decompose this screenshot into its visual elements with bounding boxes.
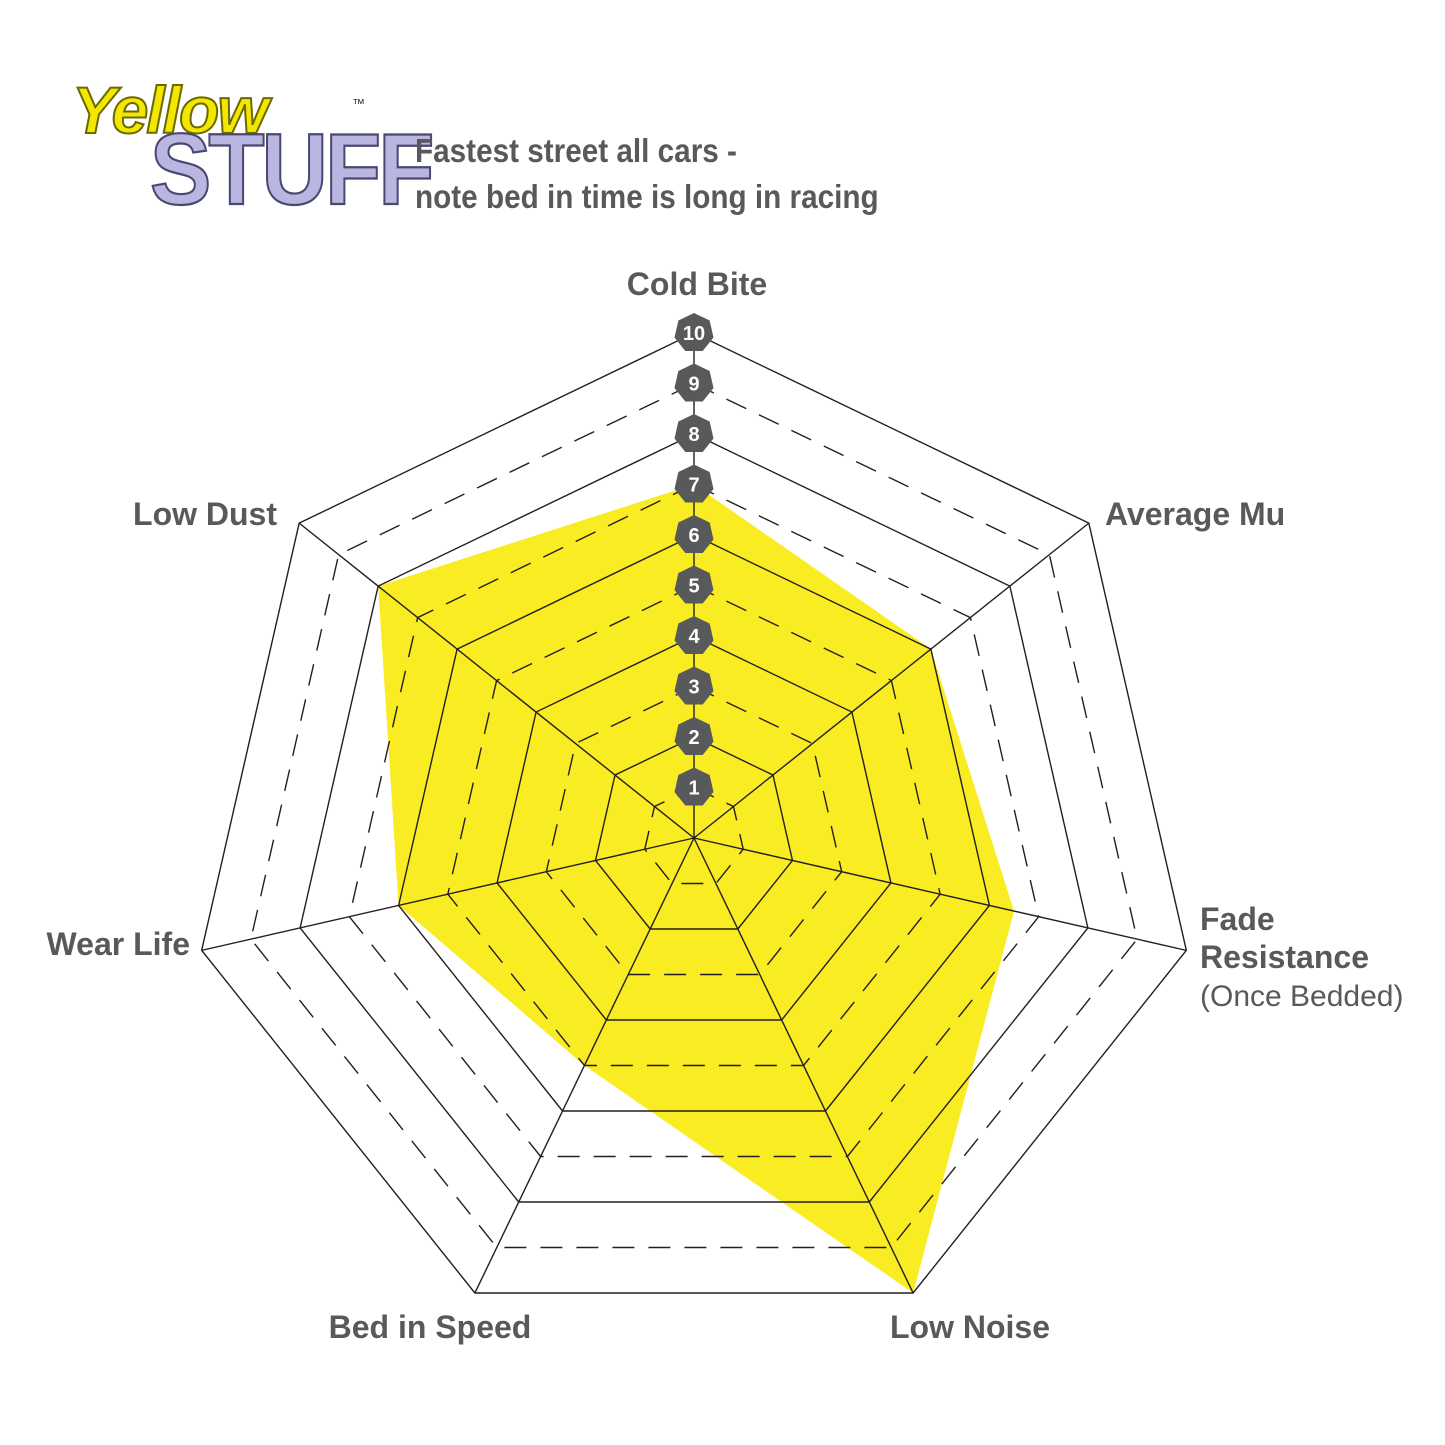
scale-tick-label: 4 <box>688 626 700 648</box>
grid-ring-10 <box>200 332 1188 1294</box>
scale-badge <box>674 767 714 806</box>
grid-ring-3 <box>545 685 843 976</box>
scale-badge <box>674 565 714 604</box>
grid-ring-2 <box>594 736 794 930</box>
scale-tick-label: 6 <box>688 525 699 547</box>
scale-tick-label: 7 <box>688 475 699 497</box>
axis-label: Low Noise <box>890 1309 1050 1345</box>
axis-label-line: Fade <box>1200 901 1275 937</box>
axis-label: Low Dust <box>133 496 277 532</box>
axis-spoke <box>298 522 695 839</box>
scale-tick-label: 5 <box>688 576 699 598</box>
axis-sublabel: (Once Bedded) <box>1200 980 1403 1013</box>
scale-badge <box>674 666 714 705</box>
grid-ring-9 <box>250 382 1138 1249</box>
axis-label: Cold Bite <box>627 266 767 302</box>
data-area <box>378 484 1015 1293</box>
scale-tick-label: 3 <box>688 677 699 699</box>
title-line-2: note bed in time is long in racing <box>415 178 879 215</box>
scale-badge <box>674 363 714 402</box>
grid-ring-4 <box>496 635 892 1021</box>
scale-tick-label: 9 <box>688 374 699 396</box>
scale-tick-label: 2 <box>688 727 699 749</box>
axis-spoke <box>474 837 695 1294</box>
axis-label: Bed in Speed <box>329 1309 532 1345</box>
axis-label: Average Mu <box>1105 496 1285 532</box>
grid-ring-6 <box>397 534 991 1112</box>
axis-spoke <box>693 837 1187 952</box>
grid-ring-5 <box>447 584 941 1067</box>
scale-tick-label: 10 <box>683 323 705 345</box>
chart-title: Fastest street all cars - note bed in ti… <box>415 128 879 220</box>
scale-badge <box>674 717 714 756</box>
scale-badge <box>674 414 714 453</box>
grid-ring-8 <box>299 433 1089 1203</box>
trademark: ™ <box>352 96 365 111</box>
scale-tick-label: 1 <box>688 778 699 800</box>
scale-badge <box>674 464 714 503</box>
scale-badge <box>674 515 714 554</box>
scale-tick-label: 8 <box>688 424 699 446</box>
scale-badge <box>674 313 714 352</box>
title-line-1: Fastest street all cars - <box>415 132 737 169</box>
logo-yellow: Yellow <box>71 72 270 148</box>
axis-spoke <box>201 837 695 952</box>
scale-badge <box>674 616 714 655</box>
axis-spoke <box>693 837 914 1294</box>
axis-label-line: Resistance <box>1200 939 1369 975</box>
axis-spoke <box>693 522 1090 839</box>
logo-stuff: STUFF <box>149 113 435 227</box>
grid-ring-1 <box>644 786 744 885</box>
axis-label: Wear Life <box>47 926 190 962</box>
